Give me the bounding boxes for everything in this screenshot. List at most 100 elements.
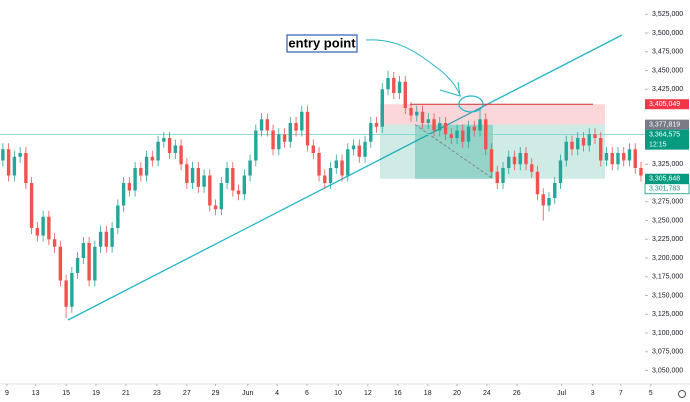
y-tick-label: 3,450,000 xyxy=(652,67,683,74)
candle-body xyxy=(29,183,34,228)
x-tick-label: 16 xyxy=(394,390,402,397)
candle-body xyxy=(363,141,367,157)
price-label-text: 3,405,049 xyxy=(649,101,680,108)
candle-body xyxy=(271,130,275,150)
candle-body xyxy=(392,78,396,93)
y-tick-label: 3,475,000 xyxy=(652,49,683,56)
price-label xyxy=(644,183,690,195)
candle-body xyxy=(311,145,316,153)
price-label-text: 3,305,648 xyxy=(649,176,680,183)
price-label xyxy=(645,99,689,110)
y-tick-label: 3,250,000 xyxy=(652,217,683,224)
candle-body xyxy=(512,156,517,165)
candle-body xyxy=(173,145,178,153)
candle-body xyxy=(219,183,224,210)
candle-body xyxy=(461,130,465,142)
y-tick-label: 3,175,000 xyxy=(652,274,683,281)
candle-body xyxy=(167,138,172,153)
candle-body xyxy=(466,126,471,142)
candle-body xyxy=(340,160,344,176)
y-tick-label: 3,125,000 xyxy=(652,311,683,318)
candle-body xyxy=(380,89,384,127)
candle-body xyxy=(35,228,40,236)
candle-body xyxy=(495,171,499,183)
candle-body xyxy=(139,168,143,176)
candle-body xyxy=(576,138,580,150)
candle-body xyxy=(162,138,166,142)
price-label xyxy=(645,173,689,184)
arrow xyxy=(365,39,461,96)
x-tick-label: 18 xyxy=(424,390,432,397)
candle-body xyxy=(190,168,195,183)
candle-body xyxy=(455,130,459,138)
x-tick-label: Jul xyxy=(557,390,566,397)
candle-body xyxy=(610,153,614,165)
candle-body xyxy=(518,153,522,165)
y-tick-label: 3,100,000 xyxy=(652,330,683,337)
candle-body xyxy=(70,273,74,307)
y-tick-label: 3,425,000 xyxy=(652,86,683,93)
x-tick-label: Jun xyxy=(242,390,253,397)
candle-body xyxy=(369,123,373,142)
candle-body xyxy=(24,153,28,183)
candle-body xyxy=(225,168,229,183)
candle-body xyxy=(282,134,287,142)
candle-body xyxy=(6,149,11,176)
candle-body xyxy=(41,216,45,236)
candle-body xyxy=(18,153,22,157)
y-tick-label: 3,075,000 xyxy=(652,349,683,356)
x-tick-label: 5 xyxy=(649,390,653,397)
candle-body xyxy=(144,156,149,176)
x-tick-label: 26 xyxy=(513,390,521,397)
candle-body xyxy=(564,141,568,161)
candle-body xyxy=(179,145,183,165)
candle-body xyxy=(438,123,442,131)
candle-body xyxy=(185,164,189,183)
y-tick-label: 3,275,000 xyxy=(652,199,683,206)
price-label xyxy=(645,129,689,150)
candle-body xyxy=(288,123,293,142)
settings-icon[interactable] xyxy=(678,390,686,398)
candle-body xyxy=(432,119,436,131)
candle-body xyxy=(300,111,304,131)
candle-body xyxy=(127,183,132,191)
candle-body xyxy=(98,231,103,247)
highlight-circle xyxy=(458,95,484,113)
candle-body xyxy=(133,168,137,191)
candle-body xyxy=(104,231,109,247)
x-tick-label: 10 xyxy=(334,390,342,397)
candle-body xyxy=(323,175,327,183)
candle-body xyxy=(328,168,333,183)
candle-body xyxy=(75,258,80,273)
candle-body xyxy=(443,123,448,135)
candle-body xyxy=(599,138,603,161)
candle-body xyxy=(622,153,626,161)
x-tick-label: 15 xyxy=(62,390,70,397)
candle-body xyxy=(604,153,609,161)
candle-body xyxy=(58,246,63,281)
y-tick-label: 3,150,000 xyxy=(652,292,683,299)
y-tick-label: 3,050,000 xyxy=(652,367,683,374)
candle-body xyxy=(110,228,114,247)
annotation: entry point xyxy=(288,35,356,50)
candle-body xyxy=(156,141,160,161)
candle-body xyxy=(150,156,155,161)
x-tick-label: 6 xyxy=(305,390,309,397)
candle-body xyxy=(420,111,425,123)
candle-body xyxy=(639,168,643,176)
candle-body xyxy=(202,175,206,187)
candle-body xyxy=(248,160,252,176)
candle-body xyxy=(12,156,17,176)
plot xyxy=(0,70,645,318)
candle-body xyxy=(265,119,270,131)
candle-body xyxy=(317,153,321,176)
y-tick-label: 3,200,000 xyxy=(652,255,683,262)
candle-body xyxy=(593,134,597,138)
x-tick-label: 13 xyxy=(32,390,40,397)
candle-body xyxy=(242,175,247,195)
price-label-text: 3,377,819 xyxy=(649,121,680,128)
x-tick-label: 29 xyxy=(212,390,220,397)
candle-body xyxy=(374,123,379,127)
y-tick-label: 3,325,000 xyxy=(652,161,683,168)
